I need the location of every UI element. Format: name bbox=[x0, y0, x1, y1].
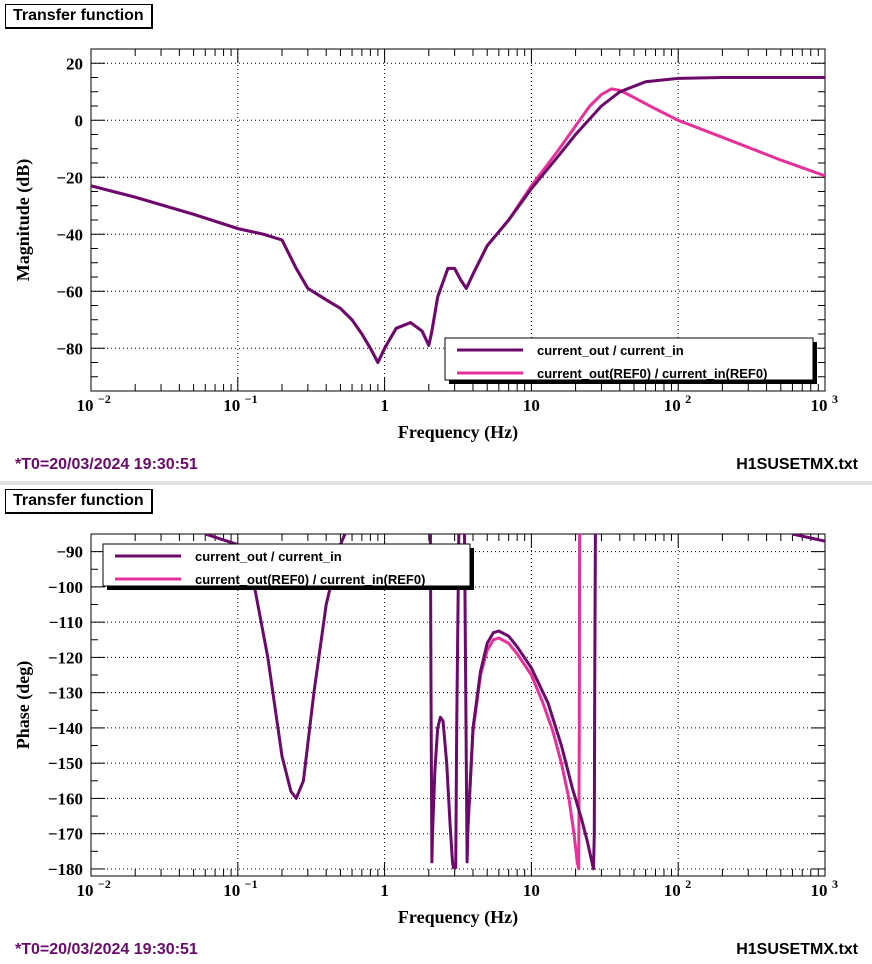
x-tick-label: 10 bbox=[664, 396, 681, 415]
y-tick-label: −20 bbox=[56, 168, 83, 187]
x-tick-label: 10 bbox=[77, 396, 94, 415]
filename-label: H1SUSETMX.txt bbox=[736, 941, 858, 958]
y-tick-label: −150 bbox=[48, 754, 83, 773]
y-tick-label: −170 bbox=[48, 825, 83, 844]
tab-transfer-function[interactable]: Transfer function bbox=[5, 4, 153, 29]
legend-label-1: current_out / current_in bbox=[537, 343, 684, 358]
x-tick-label: 10 bbox=[811, 881, 828, 900]
x-tick-exponent: −1 bbox=[245, 877, 258, 891]
x-tick-label: 1 bbox=[380, 881, 389, 900]
series-line-1 bbox=[91, 76, 825, 364]
series-line-2 bbox=[91, 87, 825, 364]
y-tick-label: −130 bbox=[48, 684, 83, 703]
panel-divider[interactable] bbox=[0, 481, 872, 485]
y-tick-label: 0 bbox=[75, 111, 84, 130]
x-tick-exponent: −2 bbox=[98, 392, 111, 406]
filename-label: H1SUSETMX.txt bbox=[736, 456, 858, 473]
x-tick-exponent: 3 bbox=[832, 877, 838, 891]
legend-label-1: current_out / current_in bbox=[195, 549, 342, 564]
magnitude-plot: 20 0 −20 −40 −60 −80 10 −2 10 −1 1 10 10 2 10 3 Frequenc… bbox=[13, 48, 838, 443]
top-panel: 20 0 −20 −40 −60 −80 10 −2 10 −1 1 10 10 2 10 3 Frequenc… bbox=[0, 0, 872, 481]
phase-plot: −90−100−110−120−130−140−150−160−170−1801… bbox=[13, 533, 838, 928]
x-tick-label: 10 bbox=[223, 396, 240, 415]
y-tick-label: −80 bbox=[56, 339, 83, 358]
y-tick-label: −40 bbox=[56, 225, 83, 244]
y-tick-label: −110 bbox=[49, 613, 83, 632]
y-tick-label: −100 bbox=[48, 578, 83, 597]
y-axis-title: Phase (deg) bbox=[13, 661, 34, 750]
x-tick-label: 10 bbox=[811, 396, 828, 415]
series-line-2 bbox=[466, 534, 582, 871]
x-tick-label: 10 bbox=[664, 881, 681, 900]
x-tick-exponent: 3 bbox=[832, 392, 838, 406]
x-tick-exponent: −2 bbox=[98, 877, 111, 891]
y-tick-label: −160 bbox=[48, 789, 83, 808]
x-tick-label: 10 bbox=[523, 881, 540, 900]
x-tick-label: 1 bbox=[380, 396, 389, 415]
x-tick-label: 10 bbox=[77, 881, 94, 900]
x-tick-label: 10 bbox=[223, 881, 240, 900]
x-axis-title: Frequency (Hz) bbox=[398, 907, 518, 928]
timestamp-label: *T0=20/03/2024 19:30:51 bbox=[15, 941, 198, 958]
legend-label-2: current_out(REF0) / current_in(REF0) bbox=[537, 366, 767, 381]
tab-transfer-function[interactable]: Transfer function bbox=[5, 489, 153, 514]
x-tick-exponent: −1 bbox=[245, 392, 258, 406]
series-line-1 bbox=[204, 534, 825, 871]
x-tick-exponent: 2 bbox=[685, 392, 691, 406]
y-tick-label: −60 bbox=[56, 282, 83, 301]
y-tick-label: −180 bbox=[48, 860, 83, 879]
y-tick-label: −140 bbox=[48, 719, 83, 738]
x-axis-title: Frequency (Hz) bbox=[398, 422, 518, 443]
x-tick-exponent: 2 bbox=[685, 877, 691, 891]
x-tick-label: 10 bbox=[523, 396, 540, 415]
y-tick-label: 20 bbox=[66, 54, 83, 73]
y-tick-label: −90 bbox=[56, 543, 83, 562]
bottom-panel: −90 −100 −110 −120 −130 −140 −150 −160 −170 −180 1… bbox=[0, 485, 872, 964]
timestamp-label: *T0=20/03/2024 19:30:51 bbox=[15, 456, 198, 473]
legend-label-2: current_out(REF0) / current_in(REF0) bbox=[195, 572, 425, 587]
y-tick-label: −120 bbox=[48, 648, 83, 667]
y-axis-title: Magnitude (dB) bbox=[13, 159, 34, 282]
